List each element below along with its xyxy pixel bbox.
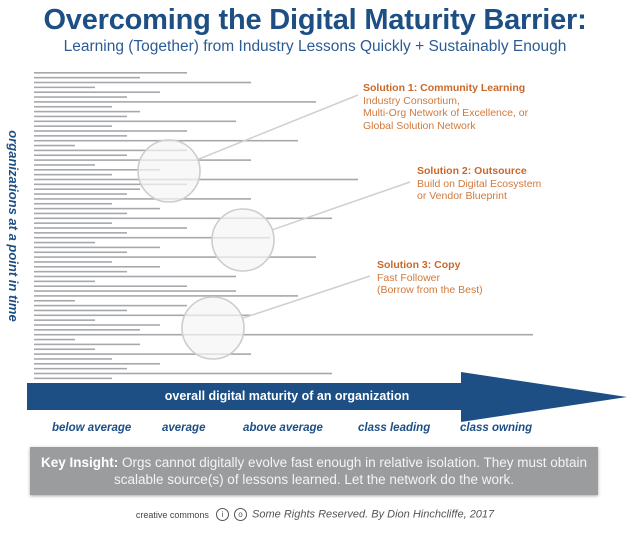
org-bar xyxy=(34,72,187,74)
solution-2-annotation: Solution 2: Outsource Build on Digital E… xyxy=(417,165,541,203)
org-bar xyxy=(34,81,251,84)
org-bar xyxy=(34,149,187,152)
org-bar xyxy=(34,105,112,108)
solution-2-line-2: or Vendor Blueprint xyxy=(417,190,507,202)
scale-label-below-average: below average xyxy=(52,422,132,434)
org-bar xyxy=(34,236,270,239)
credit-line: creative commons i o Some Rights Reserve… xyxy=(0,508,630,521)
org-bar xyxy=(34,188,140,190)
key-insight-box: Key Insight: Orgs cannot digitally evolv… xyxy=(30,447,598,495)
highlight-circle-3 xyxy=(181,296,245,360)
org-bar xyxy=(34,372,332,375)
org-bar xyxy=(34,324,160,326)
scale-label-above-average: above average xyxy=(243,422,323,434)
org-bar xyxy=(34,343,140,346)
creative-commons-logo: creative commons xyxy=(135,509,209,520)
org-bar xyxy=(34,314,251,317)
solution-1-annotation: Solution 1: Community Learning Industry … xyxy=(363,82,528,132)
page-subtitle: Learning (Together) from Industry Lesson… xyxy=(63,38,567,55)
org-bar xyxy=(34,377,112,380)
org-bar xyxy=(34,212,127,215)
org-bar xyxy=(34,144,75,147)
org-bar xyxy=(34,251,127,254)
org-bar xyxy=(34,125,112,127)
org-bar xyxy=(34,232,127,234)
org-bar xyxy=(34,348,95,351)
org-bar xyxy=(34,333,533,336)
solution-1-line-1: Industry Consortium, xyxy=(363,94,460,107)
org-bar xyxy=(34,183,187,186)
callout-line-3 xyxy=(242,275,371,320)
solution-3-title: Solution 3: Copy xyxy=(377,259,461,271)
org-bar xyxy=(34,120,236,123)
solution-1-line-3: Global Solution Network xyxy=(363,119,476,132)
zero-icon: o xyxy=(233,508,247,521)
org-bar xyxy=(34,266,160,268)
solution-3-line-2: (Borrow from the Best) xyxy=(377,284,483,296)
highlight-circle-1 xyxy=(137,139,201,203)
org-bar xyxy=(34,246,160,249)
org-bar xyxy=(34,304,187,307)
org-bar xyxy=(34,130,187,132)
org-bar xyxy=(34,164,95,166)
solution-2-line-1: Build on Digital Ecosystem xyxy=(417,177,542,190)
org-bar xyxy=(34,202,112,205)
org-bar xyxy=(34,154,127,157)
solution-3-annotation: Solution 3: Copy Fast Follower (Borrow f… xyxy=(377,259,483,297)
arrow-shape xyxy=(27,372,627,422)
attribution-icon: i xyxy=(215,508,229,521)
key-insight-label: Key Insight: xyxy=(40,455,119,470)
solution-2-title: Solution 2: Outsource xyxy=(417,165,527,177)
org-bar xyxy=(34,91,160,93)
org-bar xyxy=(34,222,112,224)
org-bar xyxy=(34,319,95,321)
scale-label-average: average xyxy=(162,422,206,434)
solution-1-title: Solution 1: Community Learning xyxy=(363,82,526,94)
org-bar xyxy=(34,227,187,229)
org-bar xyxy=(34,86,95,89)
org-bar xyxy=(34,290,236,292)
scale-label-class-leading: class leading xyxy=(358,422,431,434)
org-bar xyxy=(34,363,160,365)
highlight-circle-2 xyxy=(211,208,275,272)
org-bar xyxy=(34,295,298,297)
org-bar xyxy=(34,110,140,113)
org-bar xyxy=(34,217,332,220)
org-bar xyxy=(34,173,112,176)
solution-1-line-2: Multi-Org Network of Excellence, or xyxy=(363,107,529,119)
org-bar xyxy=(34,367,127,370)
org-bar xyxy=(34,353,251,355)
org-bar xyxy=(34,76,140,79)
org-bar xyxy=(34,299,75,302)
maturity-arrow xyxy=(27,372,627,422)
x-axis-label: overall digital maturity of an organizat… xyxy=(164,389,410,403)
org-bar xyxy=(34,309,127,312)
org-bar xyxy=(34,338,75,341)
org-bar xyxy=(34,115,127,118)
org-bar xyxy=(34,358,112,360)
credit-text: Some Rights Reserved. By Dion Hinchcliff… xyxy=(252,508,495,521)
org-bar xyxy=(34,241,95,244)
org-bar xyxy=(34,198,251,200)
org-bar xyxy=(34,96,127,98)
solution-3-line-1: Fast Follower xyxy=(377,271,441,284)
org-bar xyxy=(34,169,160,171)
org-bar xyxy=(34,193,127,195)
maturity-bar-chart xyxy=(34,72,533,380)
org-bar xyxy=(34,101,316,103)
org-bar xyxy=(34,275,236,278)
callout-line-2 xyxy=(272,181,411,231)
org-bar xyxy=(34,207,160,210)
org-bar xyxy=(34,256,316,258)
page-title: Overcoming the Digital Maturity Barrier: xyxy=(43,4,587,36)
org-bar xyxy=(34,135,127,137)
callout-line-1 xyxy=(197,94,359,161)
org-bar xyxy=(34,329,140,331)
org-bar xyxy=(34,270,127,273)
key-insight-text: Orgs cannot digitally evolve fast enough… xyxy=(114,455,588,487)
org-bar xyxy=(34,285,187,287)
scale-label-class-owning: class owning xyxy=(460,422,533,434)
org-bar xyxy=(34,280,95,283)
org-bar xyxy=(34,261,112,263)
